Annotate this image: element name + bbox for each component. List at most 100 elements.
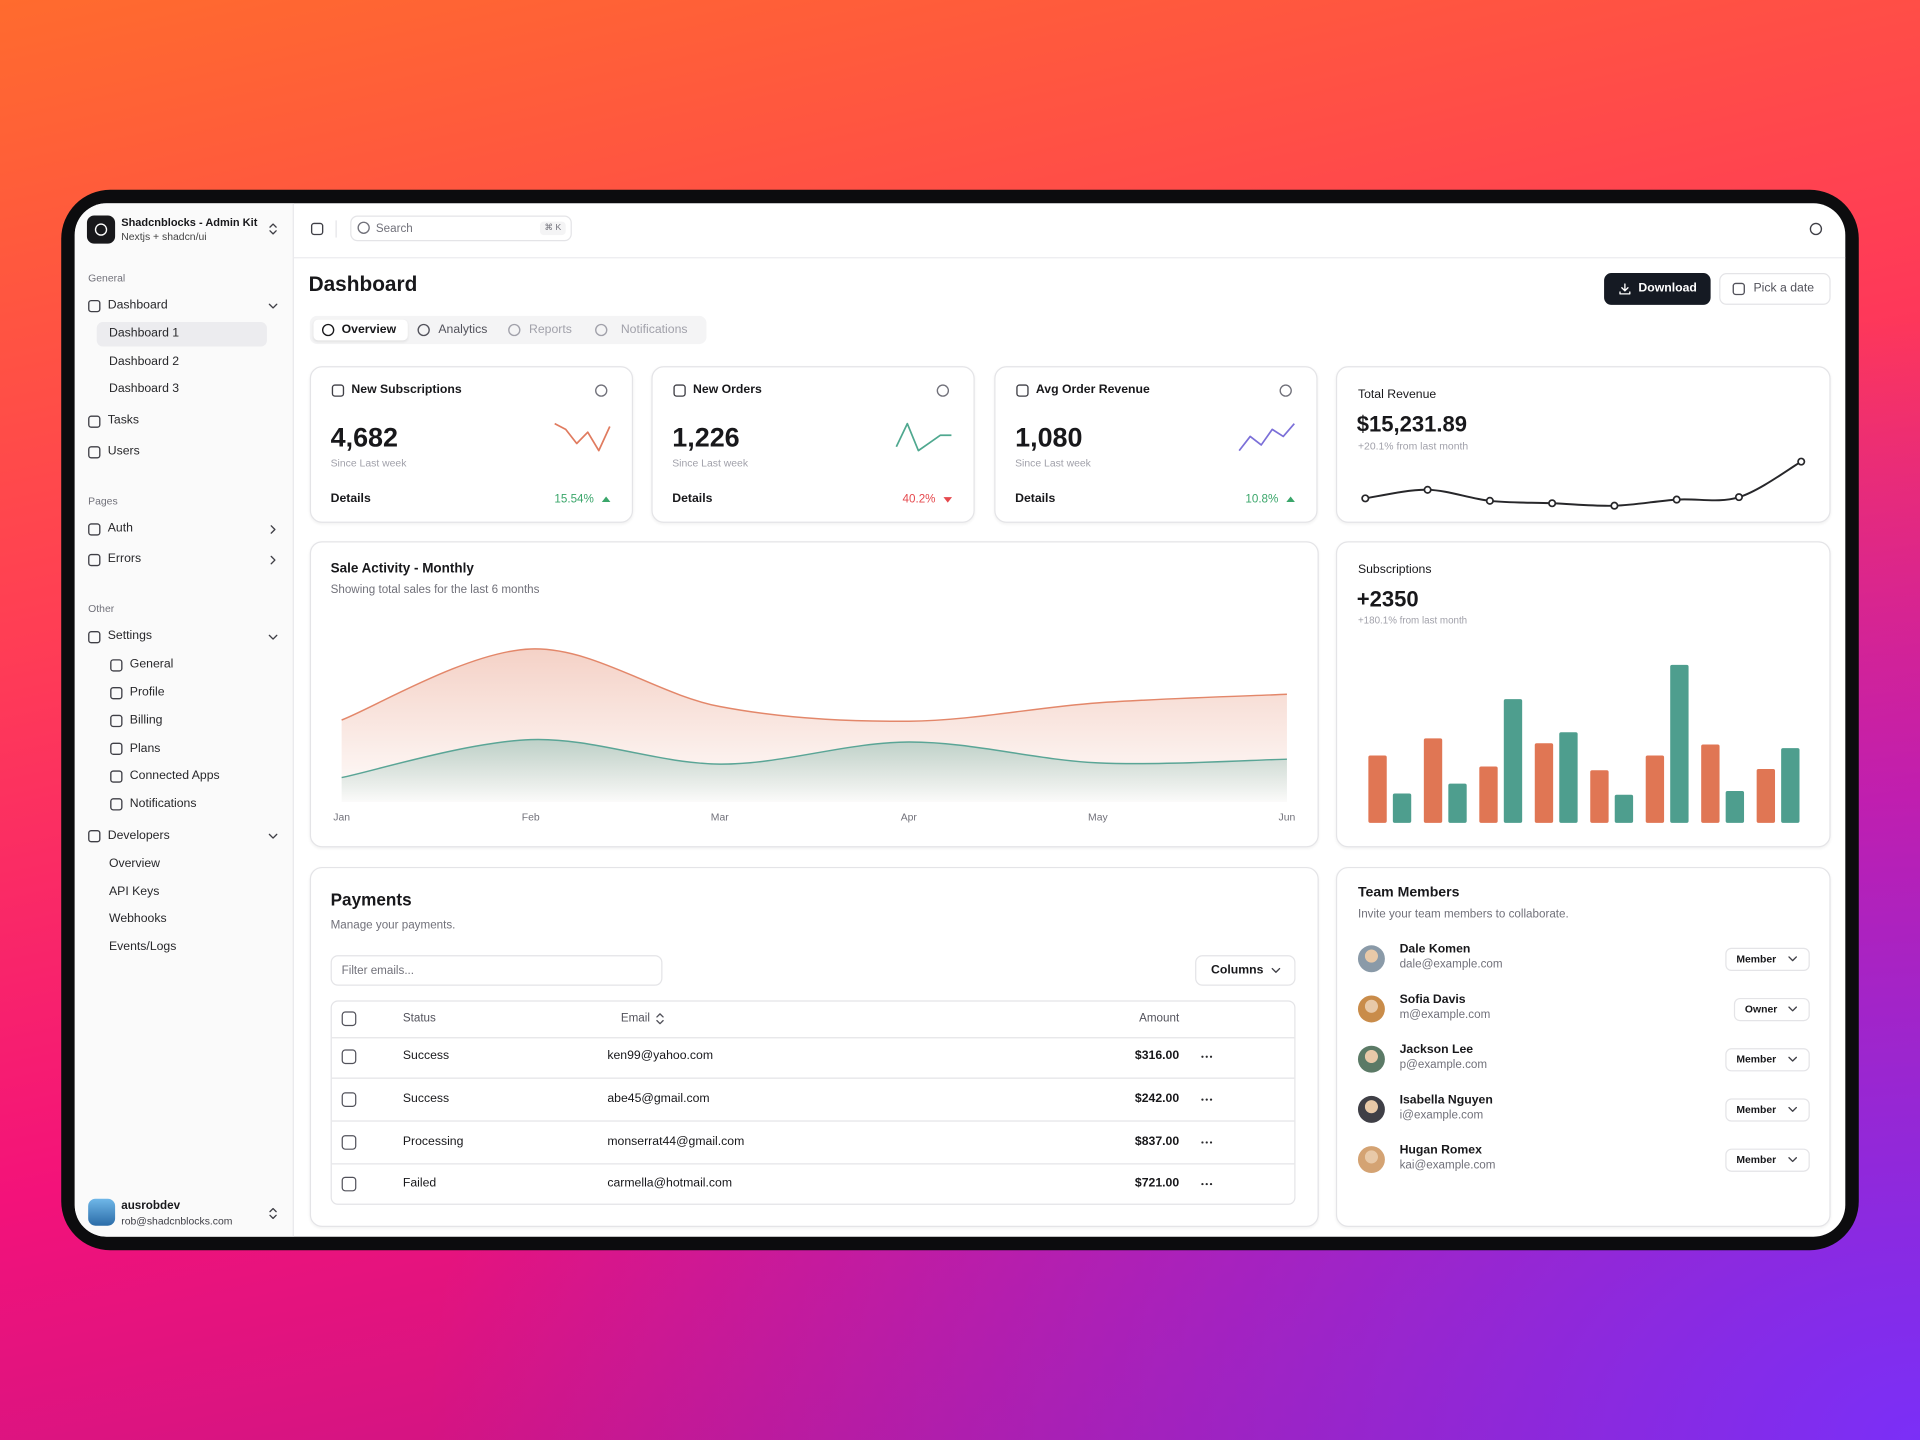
nav-item[interactable]: Settings bbox=[107, 629, 153, 644]
nav-subitem[interactable]: Connected Apps bbox=[129, 769, 220, 783]
chart-title: Sale Activity - Monthly bbox=[330, 561, 474, 577]
icon bbox=[936, 384, 950, 397]
nav-subitem[interactable]: General bbox=[129, 658, 174, 672]
line-point bbox=[1485, 496, 1494, 505]
stat-card bbox=[994, 366, 1318, 523]
nav-subitem[interactable]: Dashboard 2 bbox=[108, 354, 180, 369]
card-subtitle: Invite your team members to collaborate. bbox=[1357, 907, 1569, 922]
column-header: Amount bbox=[1139, 1011, 1180, 1026]
chart-subtitle: Showing total sales for the last 6 month… bbox=[330, 583, 540, 597]
trend-arrow bbox=[943, 497, 953, 503]
bar bbox=[1701, 744, 1720, 823]
brand-logo bbox=[86, 215, 116, 244]
bar bbox=[1781, 748, 1800, 823]
checkbox[interactable] bbox=[341, 1011, 357, 1027]
search-box[interactable] bbox=[350, 215, 572, 242]
nav-subitem[interactable]: Dashboard 3 bbox=[108, 382, 180, 396]
shortcut-text: ⌘ K bbox=[544, 223, 562, 233]
icon bbox=[88, 523, 101, 536]
revenue-card bbox=[1335, 366, 1831, 523]
bar bbox=[1534, 743, 1554, 823]
role-select[interactable] bbox=[1725, 1097, 1810, 1122]
nav-item[interactable]: Users bbox=[107, 444, 140, 459]
nav-subitem[interactable]: Profile bbox=[129, 685, 165, 700]
tab[interactable]: Analytics bbox=[438, 322, 488, 337]
nav-subitem[interactable]: Plans bbox=[129, 741, 161, 755]
line-point bbox=[1672, 495, 1681, 504]
amount-cell: $242.00 bbox=[1134, 1092, 1180, 1106]
icon bbox=[417, 323, 430, 337]
bar bbox=[1479, 766, 1498, 823]
icon bbox=[331, 384, 345, 397]
row-menu-dot bbox=[1201, 1141, 1204, 1144]
icon bbox=[94, 223, 108, 236]
table bbox=[330, 1000, 1296, 1205]
checkbox[interactable] bbox=[341, 1176, 357, 1192]
bar bbox=[1614, 794, 1634, 823]
bar bbox=[1645, 755, 1665, 823]
stat-note: Since Last week bbox=[330, 456, 407, 469]
amount-cell: $721.00 bbox=[1134, 1176, 1180, 1191]
email-cell: carmella@hotmail.com bbox=[607, 1176, 733, 1191]
role-select[interactable] bbox=[1725, 947, 1810, 971]
user-email: rob@shadcnblocks.com bbox=[121, 1214, 233, 1227]
icon bbox=[1788, 956, 1798, 962]
user-avatar bbox=[88, 1198, 116, 1226]
x-tick-label: May bbox=[1088, 810, 1108, 823]
icon bbox=[110, 770, 123, 783]
tab[interactable]: Notifications bbox=[620, 322, 688, 337]
nav-subitem[interactable]: Overview bbox=[108, 857, 161, 871]
row-menu-dot bbox=[1205, 1182, 1208, 1186]
icon bbox=[1619, 283, 1631, 295]
icon bbox=[88, 299, 101, 313]
role-label: Member bbox=[1736, 952, 1777, 965]
role-label: Member bbox=[1736, 1103, 1777, 1116]
stat-link[interactable]: Details bbox=[330, 492, 371, 506]
nav-subitem[interactable]: Webhooks bbox=[108, 912, 167, 927]
stat-change: 40.2% bbox=[902, 492, 936, 507]
icon bbox=[110, 798, 123, 811]
nav-item[interactable]: Developers bbox=[107, 828, 170, 843]
tab[interactable]: Overview bbox=[341, 322, 397, 337]
nav-subitem[interactable]: Notifications bbox=[129, 797, 197, 811]
nav-subitem[interactable]: Dashboard 1 bbox=[108, 326, 180, 341]
checkbox[interactable] bbox=[341, 1135, 357, 1150]
stat-link[interactable]: Details bbox=[672, 492, 713, 506]
nav-item[interactable]: Errors bbox=[107, 552, 142, 567]
filter-input[interactable] bbox=[330, 955, 663, 986]
nav-subitem[interactable]: Billing bbox=[129, 713, 163, 728]
icon bbox=[656, 1013, 664, 1025]
nav-item[interactable]: Tasks bbox=[107, 414, 140, 428]
nav-item[interactable]: Dashboard bbox=[107, 298, 168, 313]
nav-item[interactable]: Auth bbox=[107, 522, 133, 536]
role-select[interactable] bbox=[1725, 1047, 1810, 1071]
icon bbox=[1788, 1106, 1798, 1112]
x-tick-label: Jan bbox=[333, 810, 351, 823]
icon bbox=[88, 446, 101, 459]
icon bbox=[1279, 384, 1292, 397]
stat-link[interactable]: Details bbox=[1015, 492, 1056, 506]
checkbox[interactable] bbox=[341, 1092, 357, 1107]
role-select[interactable] bbox=[1733, 997, 1810, 1021]
date-button[interactable] bbox=[1719, 273, 1831, 305]
download-label: Download bbox=[1638, 281, 1697, 296]
nav-subitem[interactable]: API Keys bbox=[108, 884, 160, 899]
bar bbox=[1423, 738, 1443, 823]
download-button[interactable] bbox=[1604, 273, 1711, 305]
column-header[interactable]: Email bbox=[620, 1011, 650, 1026]
checkbox[interactable] bbox=[341, 1049, 357, 1065]
stat-card bbox=[651, 366, 975, 523]
columns-button[interactable] bbox=[1195, 955, 1296, 986]
icon bbox=[88, 631, 101, 644]
member-email: m@example.com bbox=[1399, 1008, 1491, 1022]
icon bbox=[1788, 1157, 1798, 1163]
bar bbox=[1756, 768, 1776, 823]
bar bbox=[1670, 664, 1689, 823]
card-value: $15,231.89 bbox=[1356, 411, 1468, 437]
nav-subitem[interactable]: Events/Logs bbox=[108, 940, 177, 954]
tab[interactable]: Reports bbox=[528, 322, 572, 337]
row-menu-dot bbox=[1205, 1098, 1208, 1101]
role-select[interactable] bbox=[1725, 1147, 1810, 1172]
member-name: Isabella Nguyen bbox=[1399, 1093, 1493, 1107]
stat-label: New Orders bbox=[693, 383, 762, 397]
